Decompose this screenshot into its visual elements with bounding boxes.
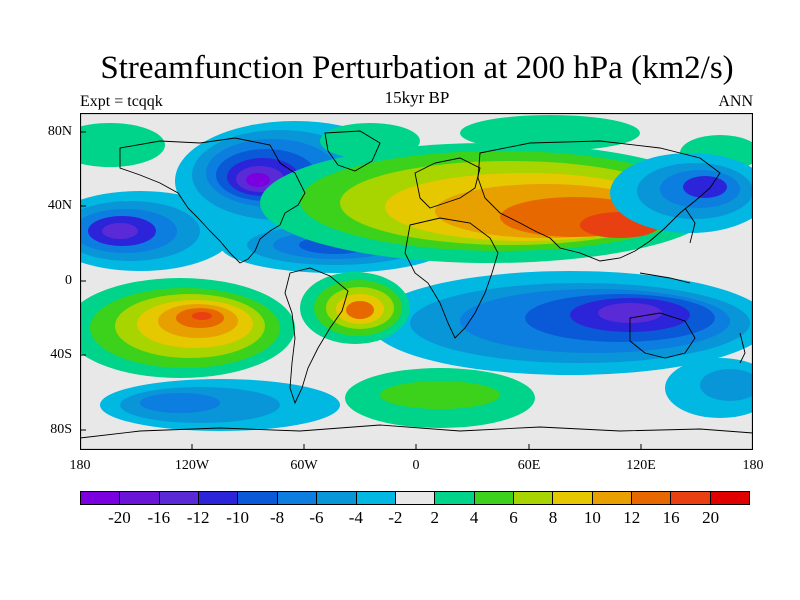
colorbar-box <box>81 492 121 504</box>
colorbar-label: 4 <box>469 508 479 527</box>
season-label: ANN <box>718 93 753 110</box>
lon-label-180-right: 180 <box>742 458 764 473</box>
lon-label-120e: 120E <box>626 458 656 473</box>
colorbar-label: 10 <box>583 508 601 527</box>
field-shading <box>80 115 753 431</box>
streamfunction-map <box>80 113 753 450</box>
colorbar-label: -2 <box>388 508 403 527</box>
coastlines <box>80 130 753 439</box>
colorbar-label: -8 <box>269 508 285 527</box>
chart-subtitle: 15kyr BP <box>384 88 450 107</box>
lon-label-60e: 60E <box>517 458 541 473</box>
colorbar-box <box>435 492 475 504</box>
lat-label-40n: 40N <box>47 198 72 213</box>
colorbar-box <box>199 492 239 504</box>
colorbar-box <box>317 492 357 504</box>
lon-label-180-left: 180 <box>69 458 91 473</box>
lat-label-0: 0 <box>65 273 72 288</box>
colorbar-box <box>238 492 278 504</box>
colorbar-box <box>671 492 711 504</box>
colorbar-box <box>710 492 750 504</box>
colorbar-label: 12 <box>623 508 641 527</box>
chart-title: Streamfunction Perturbation at 200 hPa (… <box>100 50 734 86</box>
colorbar-box <box>553 492 593 504</box>
colorbar-label: -6 <box>309 508 324 527</box>
colorbar-label: 8 <box>548 508 558 527</box>
lon-label-0: 0 <box>412 458 420 473</box>
colorbar-label: -20 <box>108 508 131 527</box>
colorbar-label: 2 <box>430 508 439 527</box>
lat-label-80n: 80N <box>47 124 72 139</box>
colorbar-box <box>632 492 672 504</box>
colorbar-label: -4 <box>348 508 363 527</box>
colorbar-box <box>513 492 554 504</box>
colorbar-label: -16 <box>147 508 171 527</box>
colorbar-label: -12 <box>186 508 210 527</box>
colorbar-box <box>474 492 514 504</box>
lon-label-60w: 60W <box>290 458 318 473</box>
lon-label-120w: 120W <box>174 458 210 473</box>
colorbar-box <box>159 492 200 504</box>
lat-label-80s: 80S <box>50 422 72 437</box>
colorbar-label: 20 <box>702 508 720 527</box>
lat-label-40s: 40S <box>50 347 72 362</box>
colorbar <box>80 491 750 505</box>
colorbar-box <box>395 492 436 504</box>
colorbar-label: 16 <box>662 508 680 527</box>
colorbar-box <box>356 492 396 504</box>
experiment-label: Expt = tcqqk <box>80 93 163 110</box>
colorbar-box <box>120 492 160 504</box>
colorbar-box <box>277 492 318 504</box>
map-ticks <box>80 131 642 450</box>
colorbar-label: -10 <box>226 508 249 527</box>
colorbar-box <box>592 492 633 504</box>
colorbar-label: 6 <box>509 508 518 527</box>
